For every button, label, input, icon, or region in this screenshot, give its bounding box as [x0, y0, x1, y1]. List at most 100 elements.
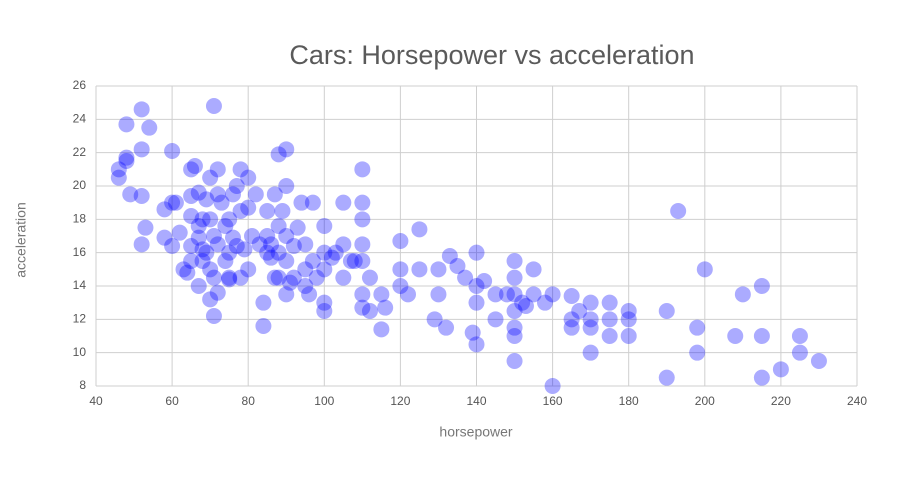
- point: [270, 269, 287, 286]
- point: [247, 186, 264, 203]
- point: [323, 249, 340, 266]
- point: [202, 211, 219, 228]
- x-tick-label: 60: [165, 394, 179, 408]
- point: [525, 261, 542, 278]
- point: [110, 169, 127, 186]
- point: [563, 311, 580, 328]
- point: [304, 194, 321, 211]
- point: [164, 194, 181, 211]
- point: [620, 328, 637, 344]
- point: [506, 303, 523, 319]
- y-tick-label: 12: [73, 312, 87, 326]
- point: [137, 219, 154, 236]
- point: [118, 116, 135, 133]
- point: [392, 278, 409, 294]
- point: [202, 169, 219, 186]
- point: [658, 369, 675, 386]
- point: [205, 98, 222, 114]
- point: [696, 261, 713, 278]
- point: [122, 186, 139, 203]
- point: [217, 253, 234, 269]
- point: [753, 278, 770, 294]
- y-tick-label: 26: [73, 78, 87, 92]
- point: [563, 319, 580, 336]
- point: [209, 186, 226, 203]
- point: [487, 311, 504, 328]
- point: [133, 236, 150, 253]
- point: [202, 261, 219, 278]
- point: [426, 311, 443, 328]
- point: [232, 269, 249, 286]
- y-tick-label: 18: [73, 212, 87, 226]
- point: [563, 288, 580, 304]
- x-tick-label: 180: [619, 394, 639, 408]
- point: [476, 273, 493, 289]
- point: [198, 191, 215, 208]
- point: [232, 161, 249, 178]
- point: [335, 194, 352, 211]
- point: [316, 218, 333, 234]
- point: [213, 194, 230, 211]
- point: [255, 294, 272, 311]
- point: [342, 253, 359, 269]
- point: [278, 286, 295, 303]
- point: [133, 101, 150, 118]
- point: [316, 303, 333, 319]
- point: [441, 248, 458, 264]
- point: [438, 319, 455, 336]
- point: [224, 229, 241, 246]
- point: [179, 264, 196, 281]
- point: [259, 228, 276, 244]
- point: [810, 353, 827, 369]
- point: [221, 271, 238, 288]
- x-tick-label: 40: [89, 394, 103, 408]
- point: [156, 229, 173, 246]
- point: [228, 238, 245, 254]
- point: [297, 278, 314, 294]
- point: [487, 286, 504, 303]
- point: [190, 278, 207, 294]
- point: [270, 146, 287, 163]
- point: [190, 218, 207, 234]
- point: [449, 258, 466, 274]
- point: [255, 318, 272, 334]
- y-axis-label: acceleration: [13, 202, 29, 278]
- point: [183, 238, 200, 254]
- point: [202, 291, 219, 308]
- point: [297, 261, 314, 278]
- point: [266, 186, 283, 203]
- point: [346, 253, 363, 269]
- point: [133, 188, 150, 204]
- point: [285, 238, 302, 254]
- point: [297, 236, 314, 253]
- point: [270, 244, 287, 261]
- point: [232, 203, 249, 219]
- point: [601, 311, 618, 328]
- point: [194, 253, 211, 269]
- point: [361, 303, 378, 319]
- point: [278, 178, 295, 194]
- point: [620, 303, 637, 319]
- point: [791, 344, 808, 361]
- y-tick-label: 10: [73, 345, 87, 359]
- point: [354, 286, 371, 303]
- point: [327, 244, 344, 261]
- point: [198, 244, 215, 261]
- point: [373, 286, 390, 303]
- point: [772, 361, 789, 378]
- point: [308, 269, 325, 286]
- point: [285, 269, 302, 286]
- y-tick-label: 8: [79, 378, 86, 392]
- point: [133, 141, 150, 158]
- point: [506, 328, 523, 344]
- point: [457, 269, 474, 286]
- point: [217, 218, 234, 234]
- point: [689, 319, 706, 336]
- point: [240, 199, 257, 216]
- point: [506, 353, 523, 369]
- point: [582, 319, 599, 336]
- point: [251, 236, 268, 253]
- point: [164, 238, 181, 254]
- point: [224, 186, 241, 203]
- point: [354, 253, 371, 269]
